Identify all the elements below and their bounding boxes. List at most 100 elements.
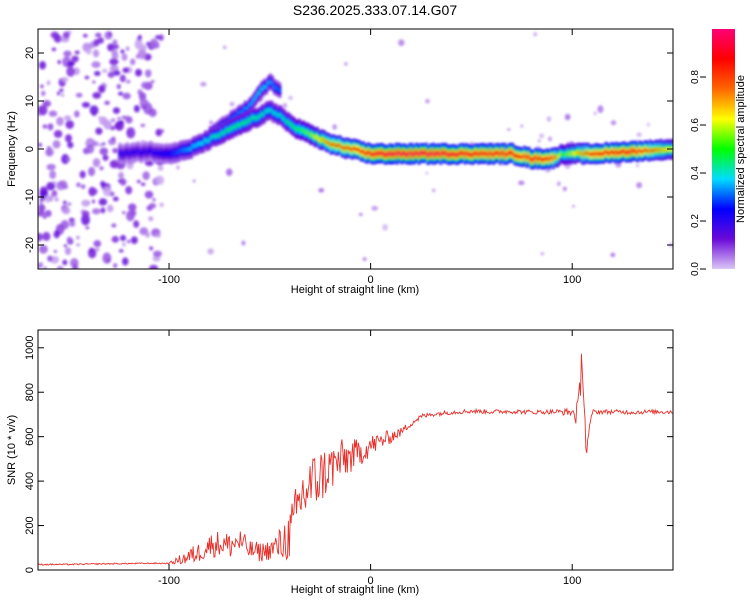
spectrogram-cell <box>111 235 120 243</box>
spectrogram-cell <box>61 153 70 165</box>
spectrogram-cell <box>92 208 101 215</box>
spectrogram-ridge-band <box>592 152 595 156</box>
spectrogram-ridge-band <box>151 150 155 155</box>
spectrogram-ridge-band <box>333 142 336 147</box>
spectrogram-ridge-band <box>644 148 647 152</box>
spectrogram-cell <box>507 128 511 131</box>
spectrogram-cell <box>358 213 363 216</box>
spectrogram-ridge-band <box>561 152 565 157</box>
spectrogram-ridge-band <box>382 152 386 156</box>
spectrogram-ridge-band <box>416 151 420 156</box>
spectrogram-ridge-band <box>381 151 385 156</box>
spectrogram-branch-band <box>246 107 249 111</box>
spectrogram-cell <box>562 186 567 192</box>
spectrogram-ridge-band <box>236 123 239 127</box>
spectrogram-ridge-band <box>428 151 432 156</box>
spectrogram-ridge-band <box>611 150 614 154</box>
spectrogram-ridge-band <box>419 151 422 156</box>
snr-x-tick-label: 100 <box>563 575 581 587</box>
spectrogram-cell <box>88 187 98 196</box>
spectrogram-ridge-band <box>324 140 328 144</box>
spectrogram-branch-band <box>253 97 256 101</box>
spectrogram-cell <box>382 223 388 231</box>
spectrogram-ridge-band <box>560 152 564 156</box>
spectrogram-ridge-band <box>671 147 673 152</box>
spectrogram-ridge-band <box>299 128 302 133</box>
spectrogram-ridge-band <box>519 154 522 159</box>
spectrogram-ridge-band <box>156 151 160 156</box>
spectrogram-cell <box>425 171 429 175</box>
spectrogram-cell <box>111 49 118 57</box>
spectrogram-cell <box>120 49 125 54</box>
spectrogram-ridge-band <box>141 150 144 155</box>
spectrogram-ridge-band <box>530 157 533 162</box>
spectrogram-ridge-band <box>518 154 521 159</box>
spectrogram-cell <box>38 262 44 268</box>
spectrogram-ridge-band <box>546 156 549 160</box>
spectrogram-cell <box>288 96 293 100</box>
colorbar-tick-label: 0.6 <box>690 118 701 132</box>
spectrogram-ridge-band <box>526 154 530 159</box>
spectrogram-ridge-band <box>618 150 622 154</box>
spectrogram-ridge-band <box>456 153 460 157</box>
spectrogram-cell <box>112 107 121 114</box>
spectrogram-cell <box>133 220 140 228</box>
spectrogram-cell <box>46 182 56 191</box>
spectrogram-cell <box>92 80 96 84</box>
spectrogram-ridge-band <box>163 152 167 156</box>
spectrogram-ridge-band <box>292 124 295 128</box>
spectrogram-cell <box>158 34 164 41</box>
spectrogram-ridge-band <box>506 152 509 157</box>
spectrogram-cell <box>58 180 68 188</box>
spectrogram-ridge-band <box>494 151 497 155</box>
spectrogram-ridge-band <box>486 153 490 157</box>
spectrogram-ridge-band <box>454 152 457 157</box>
spectrogram-ridge-band <box>606 151 610 155</box>
spectrogram-ridge-band <box>132 150 135 154</box>
spectrogram-cell <box>225 168 233 177</box>
spectrogram-ridge-band <box>148 149 151 154</box>
spectrogram-branch-band <box>236 112 239 116</box>
spectrogram-ridge-band <box>451 152 455 157</box>
spectrogram-ridge-band <box>503 150 507 155</box>
spectrogram-ridge-band <box>276 113 279 118</box>
spectrogram-cell <box>109 160 118 169</box>
spectrogram-ridge-band <box>430 151 433 155</box>
spectrogram-ridge-band <box>300 128 304 133</box>
colorbar-tick-label: 0.8 <box>690 70 701 84</box>
spectrogram-cell <box>125 185 133 195</box>
spectrogram-ridge-band <box>298 126 301 130</box>
spectrogram-ridge-band <box>147 150 150 154</box>
spectrogram-ridge-band <box>553 154 556 159</box>
spectrogram-ridge-band <box>231 127 235 131</box>
spectrogram-cell <box>536 145 540 148</box>
spectrogram-branch-band <box>278 88 282 92</box>
spectrogram-ridge-band <box>477 153 480 157</box>
spectrogram-ridge-band <box>638 148 641 153</box>
spectrogram-ridge-band <box>182 149 185 153</box>
spectrogram-ridge-band <box>534 156 537 160</box>
snr-y-axis-label: SNR (10 * v/v) <box>6 415 18 485</box>
spectrogram-ridge-band <box>427 153 431 157</box>
spectrogram-branch-band <box>269 79 272 83</box>
spectrogram-ridge-band <box>668 147 671 152</box>
spectrogram-ridge-band <box>459 152 462 156</box>
spectrogram-ridge-band <box>312 134 316 138</box>
spectrogram-ridge-band <box>597 151 600 155</box>
spectrogram-ridge-band <box>463 153 467 157</box>
spectrogram-ridge-band <box>557 154 560 159</box>
spectrogram-ridge-band <box>218 133 221 138</box>
spectrogram-ridge-band <box>269 108 272 113</box>
spectrogram-cell <box>112 263 118 269</box>
spectrogram-cell <box>118 91 124 96</box>
spectrogram-cell <box>42 100 52 107</box>
spectrogram-ridge-band <box>275 111 278 116</box>
spectrogram-cell <box>69 144 73 149</box>
spectrogram-ridge-band <box>264 109 267 114</box>
spectrogram-ridge-band <box>320 138 323 143</box>
spectrogram-ridge-band <box>657 147 660 152</box>
spectrogram-ridge-band <box>566 150 570 155</box>
spectrogram-ridge-band <box>472 152 475 157</box>
spectrogram-ridge-band <box>528 154 531 159</box>
